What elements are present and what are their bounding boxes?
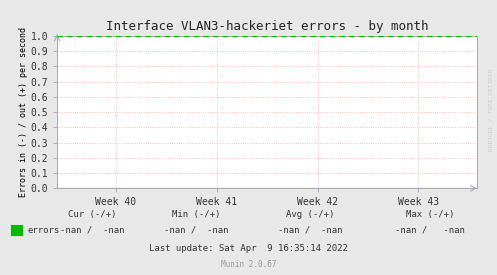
Text: Cur (-/+): Cur (-/+) (68, 210, 116, 219)
Title: Interface VLAN3-hackeriet errors - by month: Interface VLAN3-hackeriet errors - by mo… (106, 20, 428, 33)
Text: -nan /  -nan: -nan / -nan (60, 226, 124, 235)
Text: -nan /   -nan: -nan / -nan (395, 226, 465, 235)
Text: Munin 2.0.67: Munin 2.0.67 (221, 260, 276, 269)
Text: -nan /  -nan: -nan / -nan (164, 226, 229, 235)
Text: Avg (-/+): Avg (-/+) (286, 210, 335, 219)
Text: errors: errors (27, 226, 60, 235)
Y-axis label: Errors in (-) / out (+) per second: Errors in (-) / out (+) per second (19, 27, 28, 197)
Text: Min (-/+): Min (-/+) (172, 210, 221, 219)
Text: RRDTOOL / TOBI OETIKER: RRDTOOL / TOBI OETIKER (488, 69, 493, 151)
Text: Last update: Sat Apr  9 16:35:14 2022: Last update: Sat Apr 9 16:35:14 2022 (149, 244, 348, 253)
Text: Max (-/+): Max (-/+) (406, 210, 454, 219)
Text: -nan /  -nan: -nan / -nan (278, 226, 343, 235)
